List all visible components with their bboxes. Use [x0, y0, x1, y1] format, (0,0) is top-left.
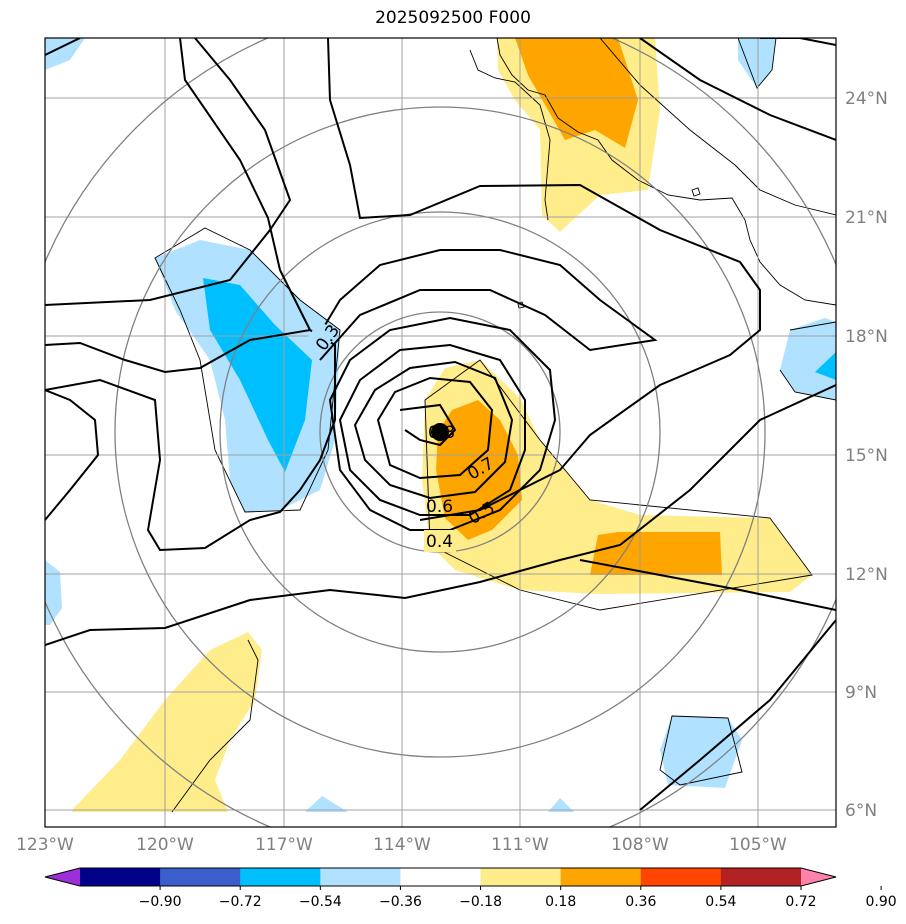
shade-blue-bottom1: [305, 796, 348, 812]
coastline-layer: [154, 38, 836, 813]
shade-blue-right-core: [815, 352, 836, 380]
contour-0.8: [376, 376, 494, 480]
shade-blue-leftedge: [45, 560, 62, 625]
colorbar-tick-label: −0.72: [219, 894, 262, 910]
contour-top-left: [45, 38, 81, 56]
contour-0.9: [399, 403, 457, 447]
colorbar-segment: [560, 868, 642, 886]
zero-contour-west: [154, 227, 341, 513]
lon-label: 111°W: [491, 835, 549, 855]
colorbar-tick-label: −0.36: [379, 894, 422, 910]
lat-label: 21°N: [845, 208, 888, 228]
map-frame: [44, 37, 837, 828]
shade-yellow-sw: [72, 632, 262, 812]
colorbar-segment: [240, 868, 321, 886]
shade-orange-central: [436, 400, 522, 540]
zero-contour-se: [659, 715, 743, 786]
lon-label: 114°W: [373, 835, 431, 855]
shade-blue-west-core: [203, 278, 312, 472]
colorbar-segment: [80, 868, 161, 886]
zero-contour-top: [737, 38, 777, 89]
lon-label: 117°W: [255, 835, 313, 855]
shade-orange-baja: [515, 38, 638, 148]
zero-contour-central: [424, 359, 813, 611]
colorbar-tick-label: 0.72: [785, 894, 816, 910]
contour-layer: [45, 38, 836, 811]
contour-0.3-left2: [45, 389, 100, 521]
contour-0.7: [353, 360, 514, 500]
colorbar: −0.90 −0.72 −0.54 −0.36 −0.18 0.18 0.36 0.54 0.7…: [44, 867, 897, 910]
coastline-mexico: [496, 38, 836, 306]
colorbar-outline: [44, 867, 837, 887]
colorbar-tick-label: 0.54: [705, 894, 736, 910]
colorbar-tick-label: 0.90: [866, 894, 897, 910]
map-plot-area: 0.3 0.4 0.5 0.6 0.7 0.8: [45, 38, 836, 827]
contour-far-se: [639, 619, 836, 811]
colorbar-tick-label: −0.18: [459, 894, 502, 910]
lon-label: 108°W: [611, 835, 669, 855]
contour-0.4: [309, 249, 658, 361]
zero-contour-right: [779, 321, 836, 401]
contour-0.3-west: [45, 328, 336, 552]
colorbar-tick-label: 0.36: [625, 894, 656, 910]
lon-label: 105°W: [729, 835, 787, 855]
lon-label: 123°W: [16, 835, 74, 855]
contour-lower-right: [579, 559, 836, 611]
storm-center-dot: [431, 423, 449, 441]
contour-0.3-outer: [45, 38, 292, 306]
colorbar-extend-low: [45, 868, 80, 886]
island: [691, 187, 701, 197]
colorbar-segment: [480, 868, 562, 886]
colorbar-segment: [160, 868, 241, 886]
colorbar-extend-high: [801, 868, 836, 886]
contour-0.6: [338, 343, 526, 516]
contour-label-0.6: 0.6: [426, 497, 453, 517]
lon-label: 120°W: [136, 835, 194, 855]
lat-label: 12°N: [845, 565, 888, 585]
shade-blue-right: [780, 318, 836, 400]
colorbar-segment: [640, 868, 722, 886]
contour-label-0.4: 0.4: [426, 532, 453, 552]
island2: [517, 301, 525, 309]
lat-label: 9°N: [845, 683, 877, 703]
contour-top-mid: [327, 38, 761, 521]
colorbar-tick-label: −0.54: [299, 894, 342, 910]
shade-blue-bottom2: [548, 798, 574, 812]
colorbar-segment: [720, 868, 802, 886]
contour-0.5: [328, 316, 557, 531]
lat-label: 18°N: [845, 327, 888, 347]
contour-0.4-south: [45, 384, 836, 646]
shade-blue-se: [660, 716, 742, 788]
colorbar-segment: [400, 868, 482, 886]
coastline-baja: [469, 49, 551, 221]
shade-blue-topleft: [45, 38, 85, 70]
graticule: [45, 38, 836, 827]
contour-top-right2: [760, 38, 836, 46]
map-title: 2025092500 F000: [375, 8, 531, 28]
colorbar-tick-label: 0.18: [545, 894, 576, 910]
lat-label: 15°N: [845, 446, 888, 466]
longitude-labels: 123°W 120°W 117°W 114°W 111°W 108°W 105°…: [16, 835, 787, 855]
lat-label: 6°N: [845, 801, 877, 821]
colorbar-segment: [320, 868, 401, 886]
colorbar-tick-label: −0.90: [139, 894, 182, 910]
shade-blue-topright: [738, 38, 776, 88]
contour-top-right: [639, 38, 836, 141]
shade-orange-east: [590, 532, 722, 575]
zero-contour-sw: [171, 639, 259, 813]
lat-label: 24°N: [845, 89, 888, 109]
contour-0.3-north: [179, 38, 311, 331]
latitude-labels: 24°N 21°N 18°N 15°N 12°N 9°N 6°N: [845, 89, 888, 821]
